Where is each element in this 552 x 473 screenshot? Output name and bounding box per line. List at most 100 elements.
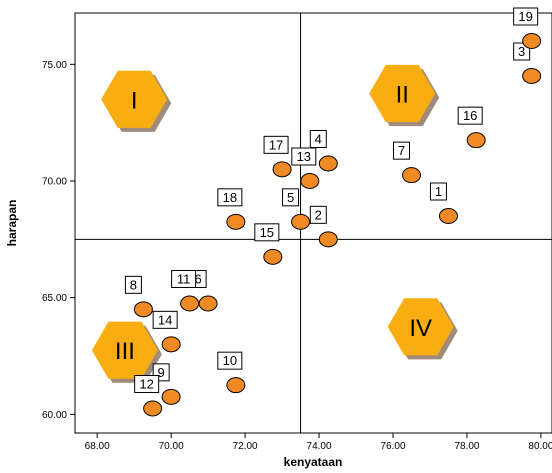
data-point-4: 4 xyxy=(309,130,338,172)
point-label-box xyxy=(217,188,243,207)
data-point-12: 12 xyxy=(134,375,163,417)
point-marker xyxy=(318,231,338,248)
point-label: 6 xyxy=(194,272,201,287)
quadrant-hexagon xyxy=(101,70,168,128)
y-axis-title: harapan xyxy=(5,200,19,247)
point-label: 14 xyxy=(158,312,172,327)
point-label-box xyxy=(171,270,197,288)
quadrant-label: I xyxy=(131,87,138,114)
point-marker xyxy=(263,248,283,265)
point-label: 8 xyxy=(130,277,137,292)
point-label: 10 xyxy=(223,353,237,368)
data-point-13: 13 xyxy=(291,147,320,189)
point-marker xyxy=(438,208,458,224)
point-marker xyxy=(522,33,542,49)
point-label: 12 xyxy=(139,377,153,392)
point-label-box xyxy=(134,375,160,393)
point-marker xyxy=(143,400,163,417)
point-marker xyxy=(272,161,292,178)
point-label: 16 xyxy=(463,108,477,123)
point-marker xyxy=(198,295,218,312)
data-point-1: 1 xyxy=(429,182,458,224)
point-label-box xyxy=(513,42,531,61)
data-point-5: 5 xyxy=(282,188,311,230)
point-label: 18 xyxy=(223,190,237,205)
point-label: 9 xyxy=(158,365,165,380)
x-tick-label: 74.00 xyxy=(307,441,332,452)
point-label: 5 xyxy=(287,190,294,205)
y-tick-label: 65.00 xyxy=(42,293,67,304)
quadrant-hexagon xyxy=(91,321,158,379)
quadrant-hexagon xyxy=(387,298,454,356)
point-label: 1 xyxy=(435,184,442,199)
point-label-box xyxy=(513,7,539,26)
x-tick-label: 72.00 xyxy=(233,441,258,452)
x-axis-title: kenyataan xyxy=(284,455,343,469)
y-tick-label: 60.00 xyxy=(42,410,67,421)
point-label: 2 xyxy=(315,207,322,222)
point-label-box xyxy=(309,205,327,224)
point-marker xyxy=(161,336,181,353)
quadrant-label: II xyxy=(396,82,409,109)
data-point-14: 14 xyxy=(152,310,181,353)
point-marker xyxy=(466,132,486,149)
point-marker xyxy=(226,213,246,230)
point-label-box xyxy=(217,351,243,370)
data-point-16: 16 xyxy=(457,106,486,149)
x-tick-label: 80.00 xyxy=(528,441,552,452)
quadrant-label: IV xyxy=(409,315,432,342)
point-label: 3 xyxy=(518,44,525,59)
y-tick-label: 75.00 xyxy=(42,60,67,71)
point-label: 13 xyxy=(297,149,311,164)
point-label-box xyxy=(457,106,483,125)
point-label: 4 xyxy=(315,132,322,147)
data-point-8: 8 xyxy=(124,275,153,318)
quadrant-iv: IV xyxy=(387,298,458,360)
quadrant-label: III xyxy=(115,338,135,365)
data-point-7: 7 xyxy=(392,141,421,184)
point-marker xyxy=(318,155,338,172)
data-point-11: 11 xyxy=(171,270,200,312)
data-point-17: 17 xyxy=(263,135,292,178)
point-label-box xyxy=(309,130,327,148)
data-point-18: 18 xyxy=(217,188,246,230)
x-tick-label: 76.00 xyxy=(380,441,405,452)
point-label-box xyxy=(282,188,300,207)
point-label: 15 xyxy=(260,225,274,240)
point-label: 11 xyxy=(177,272,191,287)
point-label: 7 xyxy=(398,143,405,158)
point-marker xyxy=(133,301,153,318)
point-marker xyxy=(291,213,311,230)
plot-frame xyxy=(74,12,552,434)
ticks-layer: 68.00 70.00 72.00 74.00 76.00 78.00 80.00 60.00… xyxy=(42,60,552,452)
data-point-15: 15 xyxy=(254,223,283,265)
point-label: 17 xyxy=(269,137,283,152)
point-marker xyxy=(180,295,200,312)
data-point-19: 19 xyxy=(513,7,542,49)
point-marker xyxy=(226,377,246,394)
point-label-box xyxy=(263,135,289,154)
point-marker xyxy=(401,167,421,184)
data-point-10: 10 xyxy=(217,351,246,394)
data-point-3: 3 xyxy=(513,42,542,84)
point-label-box xyxy=(429,182,447,201)
data-point-2: 2 xyxy=(309,205,338,248)
point-label-box xyxy=(254,223,280,242)
point-marker xyxy=(522,68,542,84)
point-label: 19 xyxy=(518,9,532,24)
x-tick-label: 78.00 xyxy=(454,441,479,452)
x-tick-label: 68.00 xyxy=(85,441,110,452)
y-tick-label: 70.00 xyxy=(42,177,67,188)
point-label-box xyxy=(124,275,142,294)
point-label-box xyxy=(291,147,317,166)
point-marker xyxy=(161,388,181,405)
quadrant-ii: II xyxy=(369,64,440,127)
quadrant-i: I xyxy=(101,70,172,132)
point-marker xyxy=(300,173,320,189)
quadrant-iii: III xyxy=(91,321,162,383)
point-label-box xyxy=(392,141,410,160)
point-label-box xyxy=(152,310,178,329)
